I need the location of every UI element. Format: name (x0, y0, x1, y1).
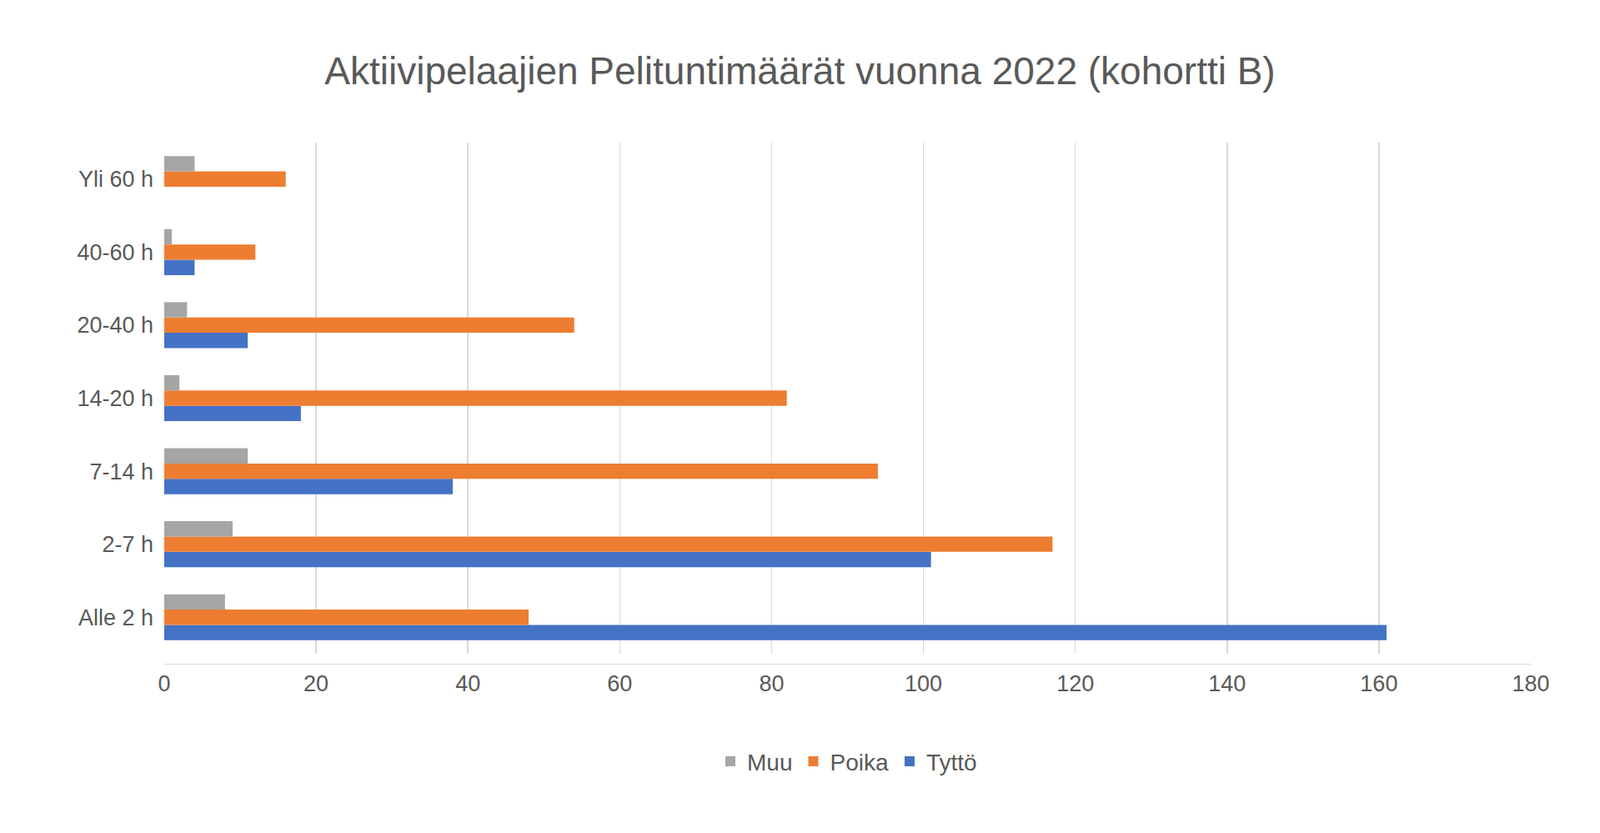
svg-text:Aktiivipelaajien Pelituntimäär: Aktiivipelaajien Pelituntimäärät vuonna … (324, 49, 1275, 93)
svg-text:Poika: Poika (829, 749, 888, 776)
svg-text:40: 40 (455, 671, 481, 697)
svg-text:2-7 h: 2-7 h (101, 531, 154, 557)
svg-text:100: 100 (904, 671, 943, 697)
svg-text:120: 120 (1056, 671, 1094, 697)
svg-text:20: 20 (303, 671, 329, 697)
svg-text:Muu: Muu (747, 749, 793, 776)
svg-text:Yli 60 h: Yli 60 h (78, 166, 154, 192)
svg-text:60: 60 (606, 671, 632, 697)
svg-text:Tyttö: Tyttö (926, 749, 978, 776)
svg-text:160: 160 (1359, 671, 1398, 697)
svg-text:140: 140 (1208, 671, 1246, 697)
svg-text:Alle 2 h: Alle 2 h (78, 605, 154, 631)
svg-text:40-60 h: 40-60 h (76, 240, 154, 266)
svg-text:180: 180 (1511, 671, 1550, 697)
svg-text:0: 0 (157, 671, 171, 697)
svg-text:80: 80 (758, 671, 784, 697)
svg-text:20-40 h: 20-40 h (76, 312, 154, 338)
svg-text:7-14 h: 7-14 h (89, 459, 154, 485)
svg-text:14-20 h: 14-20 h (76, 386, 154, 412)
